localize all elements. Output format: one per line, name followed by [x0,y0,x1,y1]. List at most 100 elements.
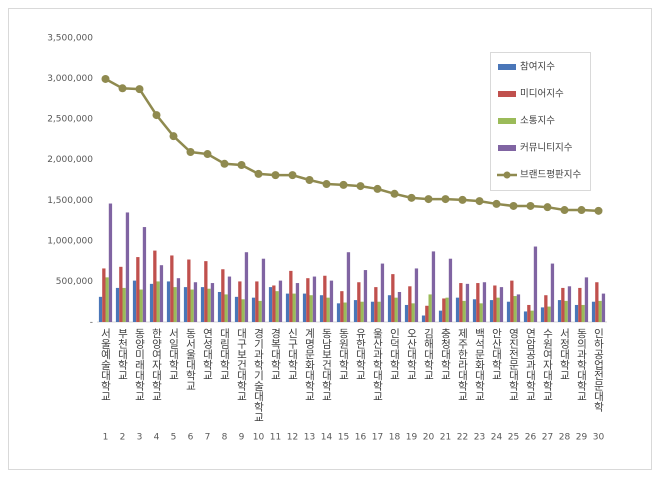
bar [431,251,436,322]
bar [115,287,120,322]
bar [136,257,140,322]
bar [516,294,521,322]
bar [102,268,106,322]
bar [336,303,341,322]
x-tick-label: 서울예술대학교 [100,328,112,402]
bar [176,278,181,322]
legend-swatch [498,64,516,70]
rank-label: 24 [491,433,503,443]
bar [530,310,534,322]
rank-label: 26 [525,433,537,443]
x-tick-label: 연성대학교 [202,328,214,381]
bar [343,302,347,322]
rank-label: 18 [389,433,401,443]
legend-label: 참여지수 [520,61,555,73]
bar [360,301,364,322]
bar [193,282,198,322]
x-tick-label: 연암공과대학교 [525,328,537,402]
rank-label: 16 [355,433,367,443]
bar [132,280,137,322]
legend-swatch [503,171,511,179]
bar [391,274,395,322]
bar [312,276,317,322]
x-tick-label: 동의과학대학교 [576,328,588,402]
line-marker [101,74,110,83]
legend-label: 소통지수 [520,116,555,127]
rank-label: 27 [542,433,553,443]
line-marker [390,189,399,198]
bar [550,263,555,322]
bar [506,301,511,322]
bar [122,287,126,322]
bar [170,255,174,322]
bar [411,303,415,322]
bar [598,300,602,322]
bar [404,304,409,322]
bar [547,306,551,322]
bar [221,269,225,322]
y-tick-label: 3,500,000 [47,34,93,44]
bar [329,280,334,322]
bar [302,293,307,322]
legend-label: 미디어지수 [520,89,564,100]
bar [204,261,208,322]
x-tick-label: 서일대학교 [168,328,180,381]
bar [357,282,361,322]
bar [489,300,494,322]
bar [238,281,242,322]
rank-label: 11 [270,433,281,443]
bar [183,287,188,322]
bar [476,283,480,322]
bar [363,270,368,322]
y-tick-label: 3,000,000 [47,74,93,84]
rank-label: 14 [321,433,333,443]
bar [353,300,358,322]
bar [224,294,228,322]
bar [285,293,290,322]
bar [574,304,579,322]
bar [295,283,300,322]
bar [241,299,245,322]
rank-label: 29 [576,433,588,443]
line-marker [203,150,212,159]
rank-label: 12 [287,433,298,443]
bar [108,203,113,322]
line-marker [441,195,450,204]
bar [377,301,381,322]
rank-label: 21 [440,433,451,443]
line-marker [152,111,161,120]
legend-swatch [498,91,516,97]
bar [346,252,351,322]
bar [540,307,545,322]
bar [278,280,283,322]
x-tick-label: 부천대학교 [117,328,129,381]
rank-label: 3 [137,433,143,443]
x-tick-label: 동원대학교 [338,328,350,381]
bar [306,278,310,322]
bar [425,305,429,322]
legend-label: 브랜드평판지수 [520,170,581,181]
bar [459,283,463,322]
bar [210,283,215,322]
line-marker [509,201,518,210]
rank-label: 17 [372,433,383,443]
bar [125,212,130,322]
bar [442,298,446,322]
bar [142,227,147,322]
x-tick-label: 수원여자대학교 [542,328,554,402]
y-tick-label: 500,000 [56,277,93,287]
rank-label: 5 [171,433,177,443]
rank-label: 20 [423,433,435,443]
bar [234,296,239,322]
line-marker [526,201,535,210]
bar [255,281,259,322]
bar [261,258,266,322]
bar [387,295,392,322]
rank-label: 9 [239,433,245,443]
y-tick-label: - [90,318,93,328]
line-marker [475,197,484,206]
bar [159,265,164,322]
x-tick-label: 유한대학교 [355,328,367,381]
